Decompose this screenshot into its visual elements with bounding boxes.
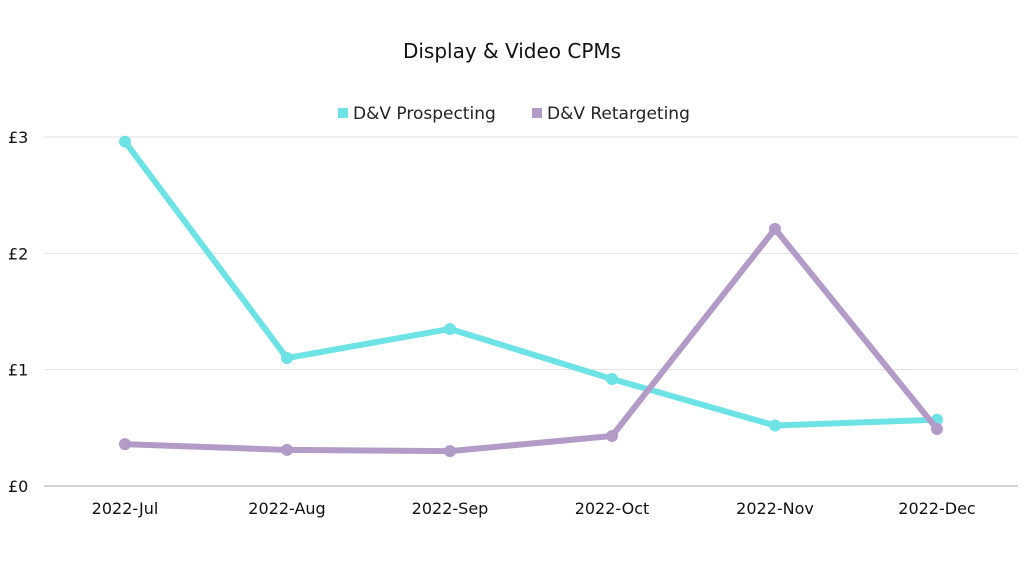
series-point-1-5 [931, 422, 943, 435]
y-tick-label-2: £2 [8, 244, 28, 263]
series-point-1-0 [119, 438, 131, 451]
x-tick-label-5: 2022-Dec [898, 499, 975, 518]
series-group-1 [119, 222, 943, 458]
series-point-0-2 [444, 322, 456, 335]
y-axis: £0 £1 £2 £3 [8, 128, 28, 496]
chart-title: Display & Video CPMs [403, 39, 621, 63]
y-tick-label-0: £0 [8, 477, 28, 496]
series-point-0-3 [606, 372, 618, 385]
series-point-0-0 [119, 135, 131, 148]
x-tick-label-0: 2022-Jul [92, 499, 159, 518]
series-line-0 [122, 138, 940, 429]
grid [44, 136, 1018, 487]
series-point-1-1 [281, 443, 293, 456]
series-line-1 [122, 225, 940, 455]
series-point-1-2 [444, 445, 456, 458]
legend-label-prospecting: D&V Prospecting [353, 104, 496, 124]
x-tick-label-1: 2022-Aug [248, 499, 325, 518]
legend-label-retargeting: D&V Retargeting [547, 104, 690, 124]
legend: D&V Prospecting D&V Retargeting [338, 104, 690, 124]
y-tick-label-1: £1 [8, 361, 28, 380]
x-tick-label-3: 2022-Oct [575, 499, 650, 518]
x-axis: 2022-Jul 2022-Aug 2022-Sep 2022-Oct 2022-Nov… [92, 499, 976, 518]
series-group-0 [119, 135, 943, 432]
series-point-1-3 [606, 429, 618, 442]
series-point-0-4 [769, 419, 781, 432]
legend-swatch-prospecting [338, 108, 348, 118]
y-tick-label-3: £3 [8, 128, 28, 147]
series-layer [119, 135, 943, 458]
series-point-1-4 [769, 222, 781, 235]
x-tick-label-2: 2022-Sep [412, 499, 489, 518]
series-point-0-1 [281, 352, 293, 365]
legend-swatch-retargeting [532, 108, 542, 118]
x-tick-label-4: 2022-Nov [736, 499, 814, 518]
